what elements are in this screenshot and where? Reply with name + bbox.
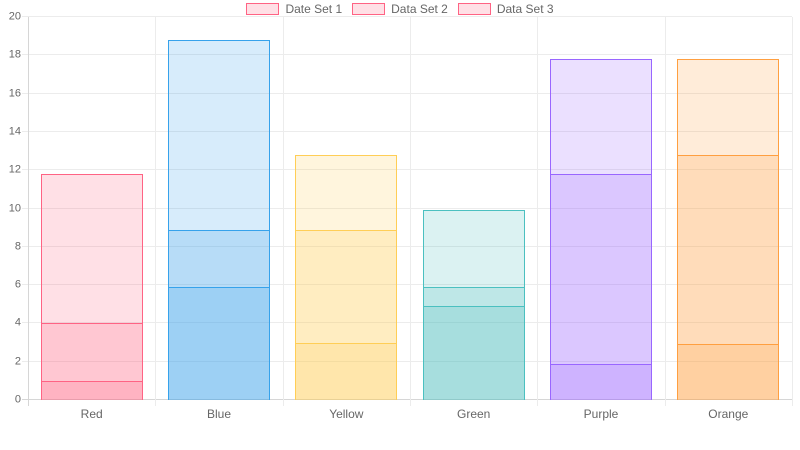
legend-swatch-icon <box>246 3 280 15</box>
x-axis-label-orange: Orange <box>708 407 749 421</box>
y-gridline <box>22 130 792 132</box>
y-tick-label: 2 <box>14 355 21 368</box>
bar-blue-set1[interactable] <box>168 39 270 400</box>
y-gridline <box>22 16 792 17</box>
x-gridline <box>664 17 666 406</box>
legend-label: Data Set 2 <box>391 2 448 16</box>
x-axis-label-green: Green <box>456 407 491 421</box>
x-axis-label-blue: Blue <box>206 407 231 421</box>
y-tick-label: 14 <box>8 125 21 138</box>
x-gridline <box>537 17 539 406</box>
bar-red-set3[interactable] <box>40 380 143 400</box>
category-yellow: Yellow <box>283 17 410 421</box>
legend-item-3[interactable]: Data Set 3 <box>457 2 554 16</box>
bar-orange-set2[interactable] <box>677 154 780 400</box>
bar-orange-set1[interactable] <box>677 59 780 400</box>
y-gridline <box>22 54 792 56</box>
x-axis-label-yellow: Yellow <box>329 407 364 421</box>
category-orange: Orange <box>665 17 792 421</box>
category-green: Green <box>410 17 537 421</box>
bar-yellow-set1[interactable] <box>295 154 398 400</box>
y-gridline <box>22 169 792 171</box>
legend-swatch-icon <box>457 3 491 15</box>
y-tick-label: 18 <box>8 48 21 61</box>
legend-label: Data Set 3 <box>496 2 554 16</box>
y-tick-label: 8 <box>14 240 21 253</box>
y-gridline <box>22 322 792 324</box>
bar-purple-set1[interactable] <box>550 59 652 400</box>
legend-label: Date Set 1 <box>285 2 343 16</box>
y-gridline <box>22 207 792 209</box>
y-gridline <box>22 360 792 362</box>
y-gridline <box>22 284 792 286</box>
bar-red-set2[interactable] <box>40 323 143 400</box>
legend-swatch-icon <box>352 3 386 15</box>
plot-area: 0 2 4 6 8 10 12 14 16 18 20 Red Blue Yellow Green Purpl… <box>9 11 793 421</box>
y-gridline <box>22 245 792 247</box>
y-tick-label: 10 <box>8 202 21 214</box>
y-tick-label: 6 <box>14 278 21 291</box>
bar-yellow-set3[interactable] <box>295 342 398 400</box>
y-tick-label: 20 <box>8 10 21 23</box>
bar-purple-set3[interactable] <box>550 363 652 400</box>
y-tick-label: 4 <box>14 316 21 329</box>
legend-item-1[interactable]: Date Set 1 <box>246 3 342 15</box>
bar-purple-set2[interactable] <box>550 174 652 400</box>
y-tick-label: 0 <box>14 393 21 406</box>
chart-legend: Date Set 1 Data Set 2 Data Set 3 <box>0 3 800 15</box>
y-tick-label: 16 <box>8 87 21 100</box>
x-axis-line <box>22 399 792 400</box>
x-axis-label-red: Red <box>80 407 103 421</box>
bar-red-set1[interactable] <box>40 174 143 400</box>
x-gridline <box>792 17 793 406</box>
bar-blue-set3[interactable] <box>168 287 270 400</box>
bar-yellow-set2[interactable] <box>295 229 398 400</box>
category-purple: Purple <box>537 17 664 421</box>
x-gridline <box>282 17 284 406</box>
category-red: Red <box>28 17 155 421</box>
y-tick-label: 12 <box>8 163 21 176</box>
y-axis-line <box>28 17 29 406</box>
bar-green-set3[interactable] <box>422 306 525 400</box>
y-gridline <box>22 92 792 94</box>
bar-orange-set3[interactable] <box>677 344 780 400</box>
category-blue: Blue <box>155 17 282 421</box>
x-axis-label-purple: Purple <box>583 407 619 421</box>
x-gridline <box>155 17 157 406</box>
x-gridline <box>410 17 411 406</box>
legend-item-2[interactable]: Data Set 2 <box>352 3 448 15</box>
